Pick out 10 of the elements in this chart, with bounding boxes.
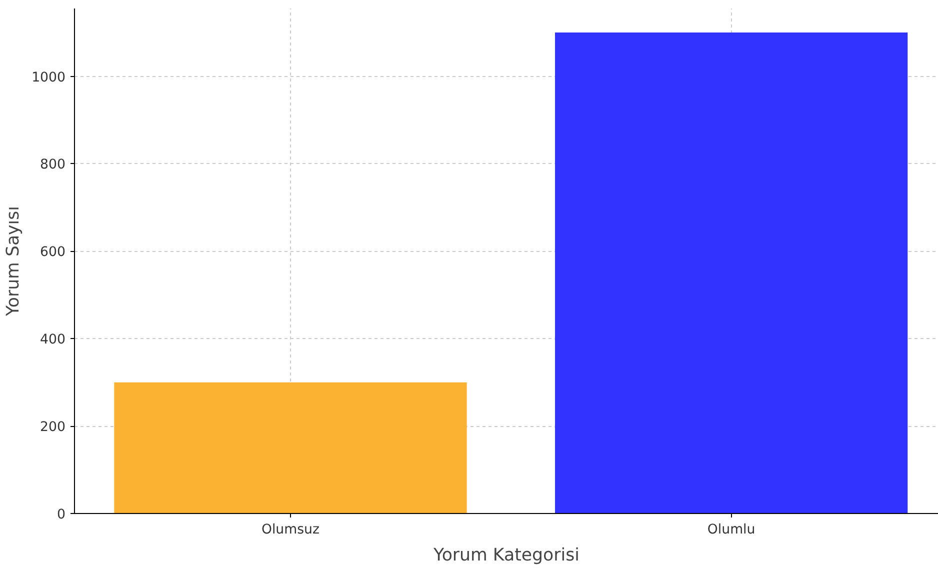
y-tick-label: 800	[40, 158, 66, 173]
y-tick-label: 1000	[32, 70, 66, 86]
y-tick-label: 0	[57, 508, 66, 522]
x-tick-label: Olumsuz	[261, 522, 320, 538]
y-tick-label: 400	[40, 332, 66, 348]
y-tick-label: 200	[40, 420, 66, 436]
y-axis-title: Yorum Sayısı	[4, 206, 24, 317]
x-tick-label: Olumlu	[707, 522, 756, 538]
x-axis-title: Yorum Kategorisi	[432, 546, 580, 566]
y-tick-label: 600	[40, 245, 66, 260]
